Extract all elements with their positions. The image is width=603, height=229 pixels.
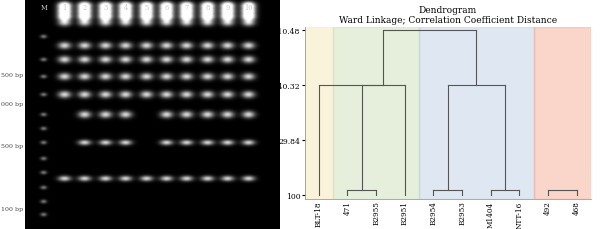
- Text: 1500 bp: 1500 bp: [0, 73, 23, 78]
- Bar: [305, 27, 333, 199]
- Text: 9: 9: [226, 4, 230, 12]
- Title: Dendrogram
Ward Linkage; Correlation Coefficient Distance: Dendrogram Ward Linkage; Correlation Coe…: [339, 6, 557, 25]
- Text: 10: 10: [244, 4, 253, 12]
- Bar: [534, 27, 591, 199]
- Text: 5: 5: [145, 4, 149, 12]
- Bar: [333, 27, 419, 199]
- Text: 4: 4: [124, 4, 128, 12]
- Text: 1000 bp: 1000 bp: [0, 102, 23, 107]
- Text: M: M: [40, 4, 47, 12]
- Text: 7: 7: [185, 4, 189, 12]
- Text: 8: 8: [206, 4, 210, 12]
- Text: 1: 1: [63, 4, 67, 12]
- Text: 2: 2: [83, 4, 87, 12]
- Y-axis label: Similarity: Similarity: [264, 91, 273, 136]
- Bar: [419, 27, 534, 199]
- Text: 500 bp: 500 bp: [1, 143, 23, 148]
- Text: 100 bp: 100 bp: [1, 206, 23, 211]
- Text: 6: 6: [165, 4, 169, 12]
- Text: 3: 3: [104, 4, 108, 12]
